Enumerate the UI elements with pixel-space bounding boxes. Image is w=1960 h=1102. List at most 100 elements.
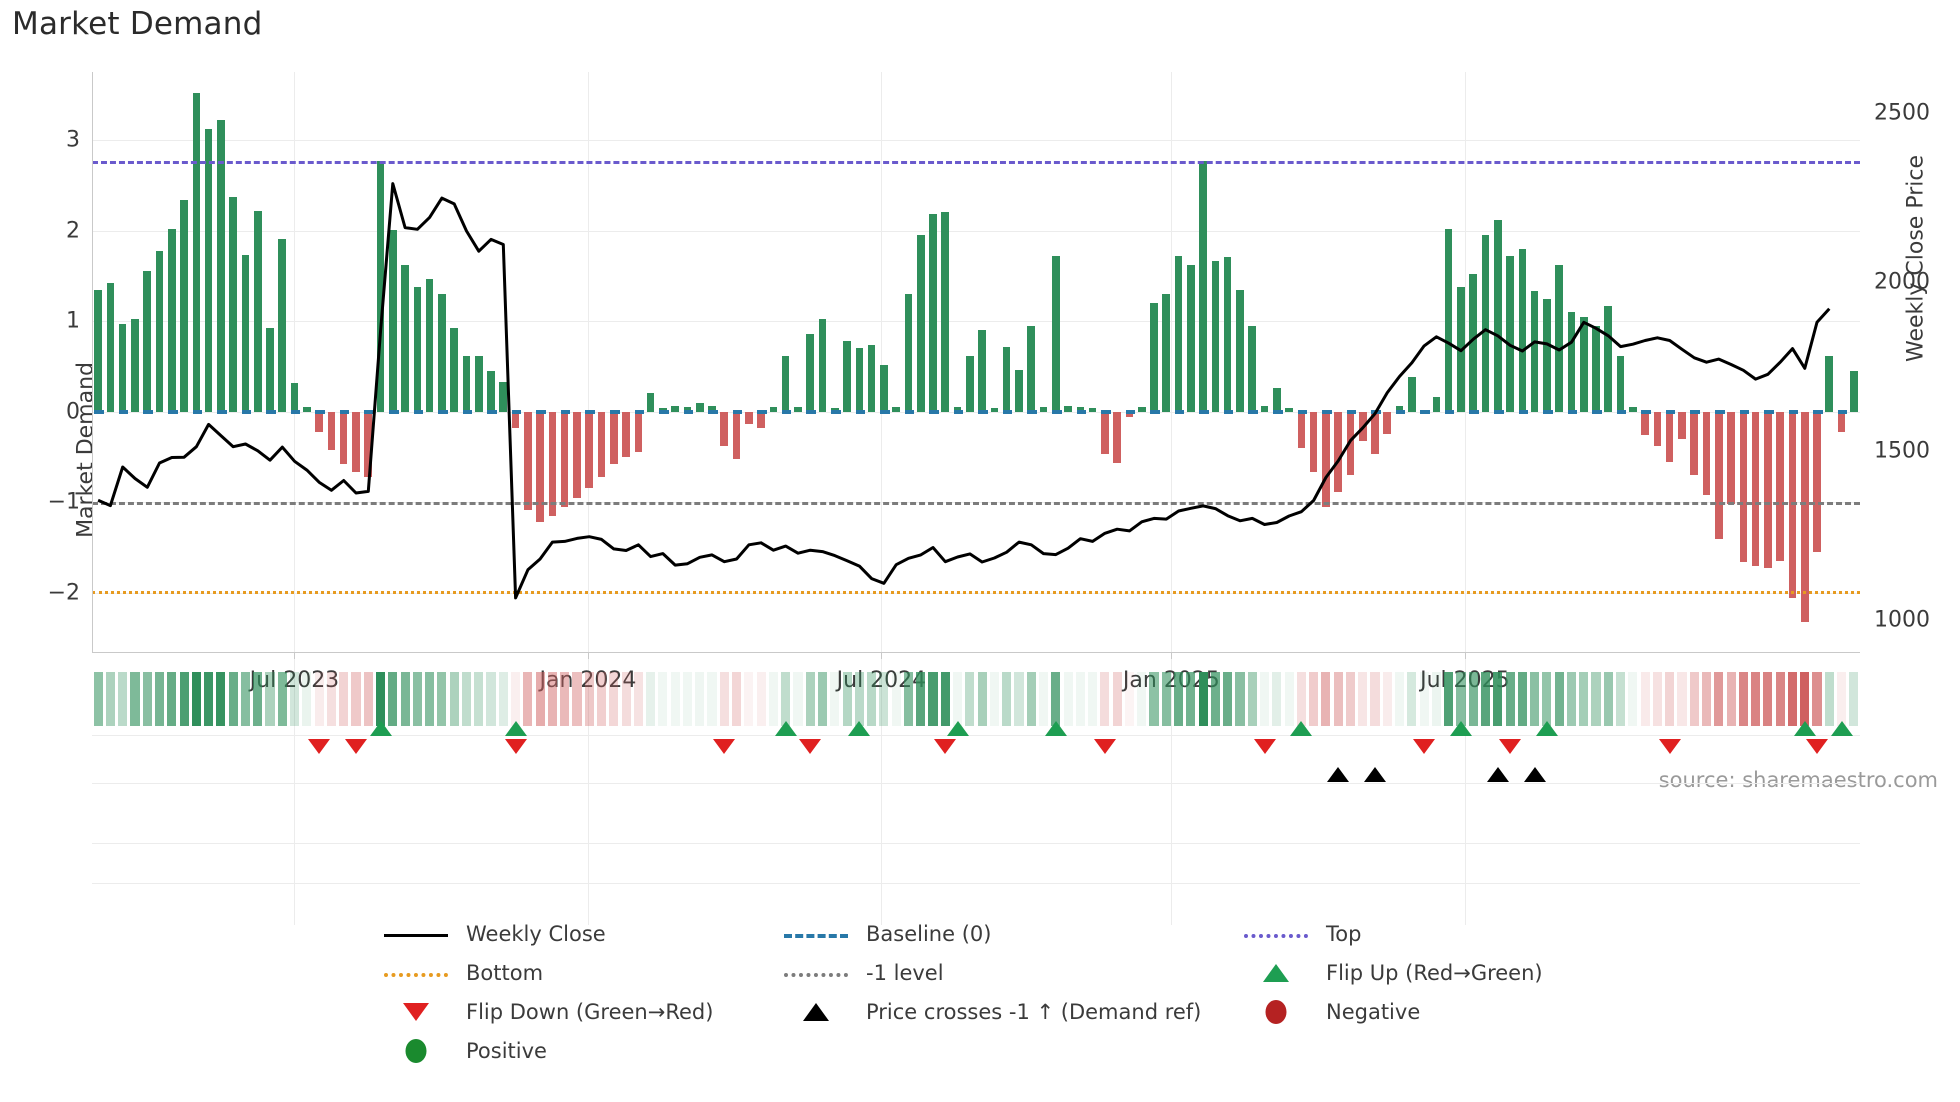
legend-item[interactable]: Flip Down (Green→Red) <box>380 1000 780 1024</box>
heat-strip-cell <box>805 672 815 726</box>
x-axis-spine <box>92 652 1860 653</box>
demand-bar <box>1162 294 1171 412</box>
heat-strip-cell <box>1235 672 1245 726</box>
heat-strip-cell <box>1186 672 1196 726</box>
demand-bar <box>1051 255 1060 412</box>
heat-strip-cell <box>216 672 226 726</box>
demand-bar <box>646 392 655 412</box>
demand-bar <box>1837 411 1846 432</box>
legend-item[interactable]: Positive <box>380 1039 780 1063</box>
heat-strip-cell <box>1542 672 1552 726</box>
demand-bar <box>1174 255 1183 412</box>
y-axis-left-tick: −2 <box>47 580 80 606</box>
main-plot-area: Market Demand Weekly Close Price 3 2 1 0 −1−… <box>48 72 1930 792</box>
heat-strip-cell <box>1517 672 1527 726</box>
gridline-vertical <box>587 735 589 925</box>
heat-strip-cell <box>1701 672 1712 726</box>
flip-up-marker <box>369 721 392 736</box>
baseline-marker <box>1444 409 1455 414</box>
legend-item[interactable]: Top <box>1240 922 1580 946</box>
baseline-marker <box>1714 409 1725 414</box>
legend-item[interactable]: Flip Up (Red→Green) <box>1240 961 1580 985</box>
heat-strip-cell <box>1284 672 1294 726</box>
heat-strip-cell <box>425 672 435 726</box>
legend-item[interactable]: Bottom <box>380 961 780 985</box>
flip-up-marker <box>504 721 527 736</box>
demand-bar <box>634 411 643 452</box>
heat-strip-cell <box>1296 672 1306 726</box>
chart-legend: Weekly Close Baseline (0) Top Bottom -1 leve… <box>380 922 1580 1063</box>
heat-strip-cell <box>363 672 373 726</box>
heat-strip-cell <box>265 672 275 726</box>
heat-strip-cell <box>1714 672 1724 726</box>
demand-bar <box>118 323 127 412</box>
gridline-horizontal <box>92 843 1860 844</box>
demand-bar <box>1039 407 1048 412</box>
heat-strip-cell <box>1137 672 1147 726</box>
line-dotted-orange-icon <box>380 962 452 984</box>
demand-bar <box>204 129 213 412</box>
heat-strip-cell <box>388 672 398 726</box>
heat-strip-cell <box>1628 672 1638 726</box>
demand-bar <box>425 278 434 412</box>
reference-line-bottom <box>92 591 1860 595</box>
demand-bar <box>1211 261 1220 412</box>
heat-strip-cell <box>1677 672 1687 726</box>
legend-item[interactable]: Price crosses -1 ↑ (Demand ref) <box>780 1000 1240 1024</box>
demand-bar <box>1248 325 1257 412</box>
baseline-marker <box>413 409 424 414</box>
baseline-marker <box>94 409 104 414</box>
legend-item[interactable]: Negative <box>1240 1000 1580 1024</box>
demand-bar <box>327 411 336 450</box>
baseline-marker <box>1272 409 1283 414</box>
demand-bar <box>1076 407 1085 412</box>
heat-strip-cell <box>1800 672 1810 726</box>
legend-item[interactable]: Weekly Close <box>380 922 780 946</box>
heat-strip-cell <box>449 672 459 726</box>
price-cross-marker <box>1327 767 1350 782</box>
heat-strip-cell <box>412 672 422 726</box>
heat-strip-cell <box>940 672 950 726</box>
flip-up-marker <box>1830 721 1853 736</box>
demand-bar <box>241 255 250 412</box>
legend-item[interactable]: -1 level <box>780 961 1240 985</box>
demand-bar <box>1592 325 1600 412</box>
heat-strip-cell <box>867 672 877 726</box>
heat-strip-cell <box>1272 672 1282 726</box>
heat-strip-cell <box>351 672 361 726</box>
price-cross-marker <box>1523 767 1546 782</box>
heat-strip-cell <box>609 672 619 726</box>
heat-strip-cell <box>1616 672 1626 726</box>
heat-strip-cell <box>842 672 852 726</box>
demand-bar <box>1665 411 1674 462</box>
flip-down-marker <box>1499 739 1522 754</box>
heat-strip-cell <box>1112 672 1122 726</box>
baseline-marker <box>315 409 325 414</box>
heat-strip-cell <box>1431 672 1441 726</box>
demand-bar <box>266 328 274 412</box>
legend-item[interactable]: Baseline (0) <box>780 922 1240 946</box>
legend-item-label: Bottom <box>466 961 544 985</box>
demand-bar <box>978 330 986 412</box>
demand-bar <box>487 371 495 412</box>
demand-bar <box>450 328 458 412</box>
heat-strip-cell <box>1161 672 1171 726</box>
flip-down-marker <box>934 739 957 754</box>
demand-bar <box>732 411 741 459</box>
baseline-marker <box>953 409 964 414</box>
heat-strip-cell <box>339 672 349 726</box>
heat-strip-cell <box>547 672 557 726</box>
demand-bar <box>1616 355 1625 412</box>
x-axis-tickmark <box>881 652 883 659</box>
reference-line-top <box>92 160 1860 164</box>
legend-item-label: -1 level <box>866 961 944 985</box>
demand-bar <box>794 407 802 412</box>
baseline-marker <box>830 409 841 414</box>
heat-strip-cell <box>1223 672 1233 726</box>
baseline-marker <box>659 409 669 414</box>
demand-bar <box>671 405 679 412</box>
demand-bar <box>106 283 115 412</box>
demand-bar <box>94 289 102 412</box>
demand-bar <box>843 341 851 412</box>
flip-up-marker <box>774 721 797 736</box>
